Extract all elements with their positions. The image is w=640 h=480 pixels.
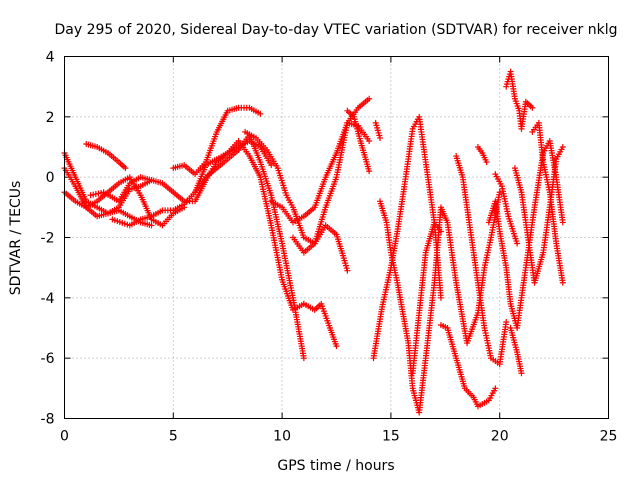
data-point bbox=[95, 190, 102, 197]
x-axis-title: GPS time / hours bbox=[277, 458, 394, 474]
series-arc-4 bbox=[83, 140, 129, 172]
y-axis-title: SDTVAR / TECUs bbox=[8, 181, 24, 296]
data-point bbox=[344, 267, 351, 274]
series-arc-11 bbox=[268, 95, 373, 226]
x-tick-label: 20 bbox=[491, 429, 509, 445]
axis-ticks: 0 5 10 15 20 25 -8 -6 -4 -2 0 2 4 bbox=[41, 50, 618, 445]
series-arc-13 bbox=[344, 107, 373, 175]
data-point bbox=[90, 191, 97, 198]
data-point bbox=[559, 219, 566, 226]
data-point bbox=[87, 192, 94, 199]
y-tick-label: -4 bbox=[41, 291, 55, 307]
data-point bbox=[559, 144, 566, 150]
y-tick-label: 2 bbox=[46, 110, 55, 126]
data-point bbox=[529, 104, 536, 111]
x-tick-label: 25 bbox=[600, 429, 618, 445]
data-point bbox=[366, 168, 373, 175]
series-arc-20 bbox=[474, 144, 490, 166]
series-arc-8 bbox=[170, 104, 264, 178]
y-tick-label: 0 bbox=[46, 170, 55, 186]
series-arc-12 bbox=[289, 119, 373, 256]
y-tick-label: -6 bbox=[41, 351, 55, 367]
series-arc-15 bbox=[377, 189, 503, 416]
data-point bbox=[92, 191, 99, 198]
y-tick-label: -8 bbox=[41, 412, 55, 428]
series-arc-18 bbox=[453, 153, 510, 368]
data-point bbox=[437, 228, 444, 235]
y-tick-label: 4 bbox=[46, 50, 55, 66]
x-tick-label: 5 bbox=[169, 429, 178, 445]
series-arc-25 bbox=[507, 325, 525, 377]
data-point bbox=[483, 159, 490, 166]
data-point bbox=[333, 343, 340, 350]
data-marks bbox=[61, 68, 566, 416]
data-point bbox=[518, 370, 525, 377]
data-point bbox=[377, 134, 384, 141]
data-point bbox=[366, 95, 373, 102]
series-arc-3 bbox=[61, 165, 188, 229]
series-arc-24 bbox=[529, 119, 566, 286]
data-point bbox=[366, 137, 373, 144]
data-point bbox=[492, 385, 499, 392]
data-point bbox=[514, 240, 521, 247]
data-point bbox=[268, 162, 275, 169]
series-arc-14 bbox=[372, 119, 384, 141]
plot-frame bbox=[64, 56, 609, 419]
data-point bbox=[257, 110, 264, 117]
data-point bbox=[148, 222, 155, 229]
series-arc-26 bbox=[492, 171, 521, 247]
x-tick-label: 15 bbox=[382, 429, 400, 445]
data-point bbox=[122, 165, 129, 172]
data-point bbox=[98, 189, 105, 196]
data-point bbox=[503, 318, 510, 325]
x-tick-label: 10 bbox=[273, 429, 291, 445]
x-tick-label: 0 bbox=[60, 429, 69, 445]
data-point bbox=[559, 279, 566, 286]
data-point bbox=[496, 189, 503, 196]
data-point bbox=[437, 294, 444, 301]
series-arc-19 bbox=[437, 321, 499, 410]
series-arc-6 bbox=[300, 300, 340, 350]
series-arc-17 bbox=[409, 219, 444, 377]
y-tick-label: -2 bbox=[41, 231, 55, 247]
chart-title: Day 295 of 2020, Sidereal Day-to-day VTE… bbox=[55, 22, 618, 38]
series-arc-21 bbox=[503, 68, 536, 132]
series-arc-9 bbox=[192, 131, 307, 362]
data-point bbox=[300, 355, 307, 362]
